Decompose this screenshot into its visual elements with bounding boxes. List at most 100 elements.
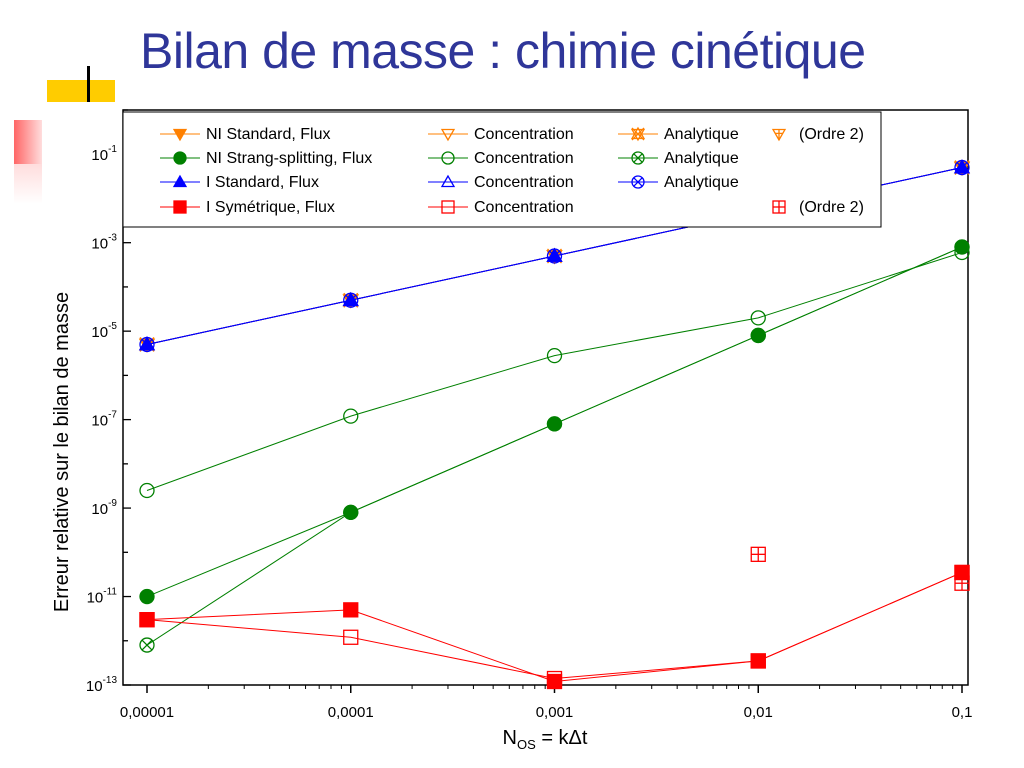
data-point: [546, 416, 563, 432]
data-point: [750, 653, 766, 669]
legend-item: NI Standard, Flux: [160, 126, 331, 143]
legend-label: (Ordre 2): [799, 199, 864, 216]
data-point: [343, 504, 359, 521]
marker-triangle-down: [630, 128, 646, 142]
marker-circle: [631, 151, 645, 165]
data-point: [953, 159, 971, 174]
marker-cross-b: [631, 127, 645, 141]
marker-triangle-down: [440, 128, 456, 142]
marker-x-b: [141, 639, 153, 651]
x-tick-label: 0,01: [744, 704, 773, 721]
marker-x-b: [633, 177, 643, 187]
data-point: [546, 248, 563, 264]
legend-label: NI Strang-splitting, Flux: [206, 150, 372, 167]
marker-square: [441, 200, 455, 214]
series-line: [146, 252, 963, 491]
legend-label: I Symétrique, Flux: [206, 199, 335, 216]
marker-x-b: [549, 250, 560, 262]
legend-box: [122, 111, 882, 228]
marker-x-b: [141, 339, 153, 350]
data-point: [750, 310, 766, 326]
legend-item: Concentration: [428, 126, 574, 143]
legend-item: Concentration: [428, 199, 574, 216]
marker-circle: [954, 239, 970, 255]
y-axis-title: Erreur relative sur le bilan de masse: [51, 292, 73, 612]
y-tick-label: 10-11: [87, 587, 118, 607]
legend-item: Concentration: [428, 174, 574, 191]
marker-circle: [954, 159, 970, 176]
legend-item: Concentration: [428, 150, 574, 167]
legend-label: Concentration: [474, 150, 574, 167]
data-point: [139, 637, 155, 653]
legend-label: Analytique: [664, 150, 739, 167]
data-point: [954, 159, 970, 176]
legend-label: Analytique: [664, 126, 739, 143]
y-tick-label: 10-9: [91, 498, 117, 518]
marker-square: [750, 653, 766, 669]
x-tick-label: 0,1: [952, 704, 973, 721]
data-point: [546, 673, 563, 690]
data-point: [750, 546, 766, 562]
x-tick-label: 0,00001: [120, 704, 174, 721]
legend-item: I Symétrique, Flux: [160, 199, 335, 216]
legend-item: (Ordre 2): [771, 126, 864, 143]
data-point: [750, 327, 766, 344]
marker-triangle-up: [630, 126, 646, 140]
series-5: [139, 244, 970, 499]
marker-x-b: [956, 241, 968, 253]
y-tick-label: 10-7: [91, 410, 117, 430]
legend-label: Concentration: [474, 126, 574, 143]
marker-circle: [750, 327, 766, 344]
marker-triangle-up: [172, 174, 188, 188]
legend-label: I Standard, Flux: [206, 174, 319, 191]
x-axis-title: NOS = kΔt: [503, 727, 588, 752]
marker-square: [546, 670, 563, 687]
marker-circle: [139, 482, 155, 499]
marker-square: [139, 612, 155, 628]
x-tick-label: 0,001: [536, 704, 574, 721]
marker-circle: [546, 248, 563, 264]
legend-label: (Ordre 2): [799, 126, 864, 143]
marker-circle: [343, 504, 359, 521]
marker-square: [343, 602, 359, 618]
legend-item: NI Strang-splitting, Flux: [160, 150, 372, 167]
marker-square: [343, 629, 359, 645]
chart-axes: 0,00001 0,0001 0,001 0,01 0,1 10-1 10-3 10-5 10-…: [51, 109, 973, 752]
data-point: [546, 670, 563, 687]
chart-series: [138, 159, 971, 690]
marker-square: [173, 200, 187, 214]
y-tick-label: 10-1: [91, 144, 117, 164]
series-11: [139, 564, 970, 687]
marker-circle: [343, 408, 359, 424]
legend-label: Analytique: [664, 174, 739, 191]
marker-circle: [139, 637, 155, 653]
data-point: [139, 482, 155, 499]
legend-label: Concentration: [474, 199, 574, 216]
legend-label: Concentration: [474, 174, 574, 191]
series-4: [139, 239, 970, 605]
marker-x-b: [549, 418, 560, 430]
x-tick-label: 0,0001: [328, 704, 374, 721]
marker-square: [546, 673, 563, 690]
marker-triangle-up: [953, 159, 971, 174]
data-point: [139, 336, 155, 353]
legend-item: (Ordre 2): [772, 199, 864, 216]
marker-circle: [343, 292, 359, 308]
marker-triangle-down: [172, 128, 188, 142]
series-12: [750, 546, 970, 591]
marker-x-b: [345, 507, 357, 518]
data-point: [139, 588, 155, 605]
legend-item: Analytique: [618, 126, 739, 143]
legend-label: NI Standard, Flux: [206, 126, 331, 143]
marker-circle: [441, 151, 455, 165]
marker-circle: [139, 336, 155, 353]
data-point: [343, 292, 359, 308]
marker-circle: [139, 588, 155, 605]
series-line: [146, 572, 963, 683]
marker-circle: [631, 175, 645, 189]
marker-circle: [546, 347, 563, 364]
legend-item: Analytique: [618, 150, 739, 167]
series-line: [146, 572, 963, 680]
decorative-red-block: [14, 120, 42, 164]
